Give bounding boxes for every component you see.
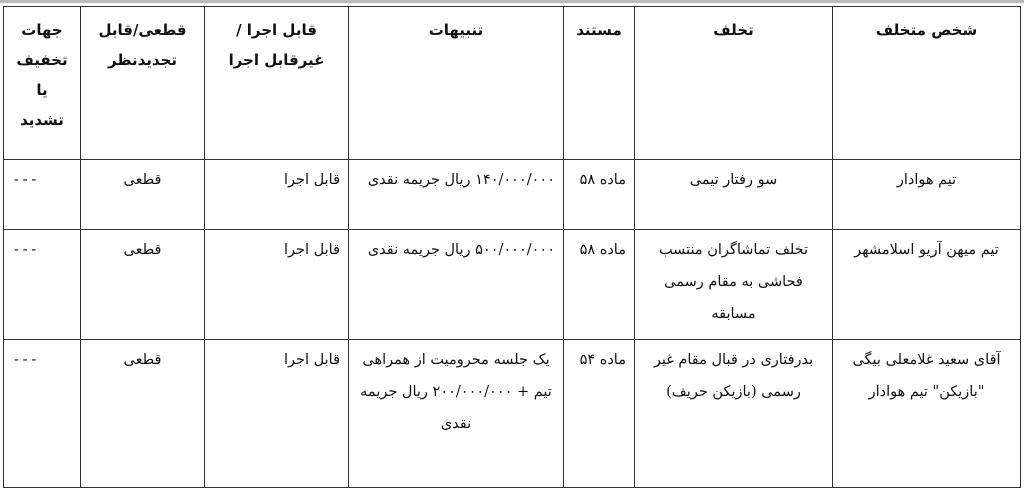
cell-mitigation: ---: [3, 339, 81, 488]
header-executable: قابل اجرا /غیرقابل اجرا: [204, 6, 349, 160]
cell-document: ماده ۵۸: [563, 159, 635, 230]
header-mitigation: جهات تخفیف یا تشدید: [3, 6, 81, 160]
cell-document: ماده ۵۴: [563, 339, 635, 488]
page-edge: [0, 0, 1024, 3]
table-row: تیم هوادار سو رفتار تیمی ماده ۵۸ ۱۴۰/۰۰۰…: [3, 159, 1021, 230]
cell-violation: بدرفتاری در قبال مقام غیر رسمی (بازیکن ح…: [634, 339, 833, 488]
header-offender: شخص متخلف: [832, 6, 1021, 160]
table-row: آقای سعید غلامعلی بیگی "بازیکن" تیم هواد…: [3, 339, 1021, 488]
cell-executable: قابل اجرا: [204, 229, 349, 340]
table-row: تیم میهن آریو اسلامشهر تخلف تماشاگران من…: [3, 229, 1021, 340]
cell-final: قطعی: [80, 229, 205, 340]
cell-executable: قابل اجرا: [204, 159, 349, 230]
cell-final: قطعی: [80, 159, 205, 230]
header-penalties: تنبیهات: [348, 6, 564, 160]
cell-penalty: ۵۰۰/۰۰۰/۰۰۰ ریال جریمه نقدی: [348, 229, 564, 340]
header-violation: تخلف: [634, 6, 833, 160]
cell-document: ماده ۵۸: [563, 229, 635, 340]
cell-penalty: یک جلسه محرومیت از همراهی تیم + ۲۰۰/۰۰۰/…: [348, 339, 564, 488]
cell-offender: تیم میهن آریو اسلامشهر: [832, 229, 1021, 340]
header-final: قطعی/قابل تجدیدنظر: [80, 6, 205, 160]
cell-mitigation: ---: [3, 229, 81, 340]
cell-executable: قابل اجرا: [204, 339, 349, 488]
rulings-table: شخص متخلف تخلف مستند تنبیهات قابل اجرا /…: [3, 6, 1021, 488]
cell-final: قطعی: [80, 339, 205, 488]
cell-violation: تخلف تماشاگران منتسب فحاشی به مقام رسمی …: [634, 229, 833, 340]
header-row: شخص متخلف تخلف مستند تنبیهات قابل اجرا /…: [3, 6, 1021, 160]
cell-penalty: ۱۴۰/۰۰۰/۰۰۰ ریال جریمه نقدی: [348, 159, 564, 230]
cell-offender: آقای سعید غلامعلی بیگی "بازیکن" تیم هواد…: [832, 339, 1021, 488]
header-document: مستند: [563, 6, 635, 160]
cell-mitigation: ---: [3, 159, 81, 230]
cell-offender: تیم هوادار: [832, 159, 1021, 230]
cell-violation: سو رفتار تیمی: [634, 159, 833, 230]
